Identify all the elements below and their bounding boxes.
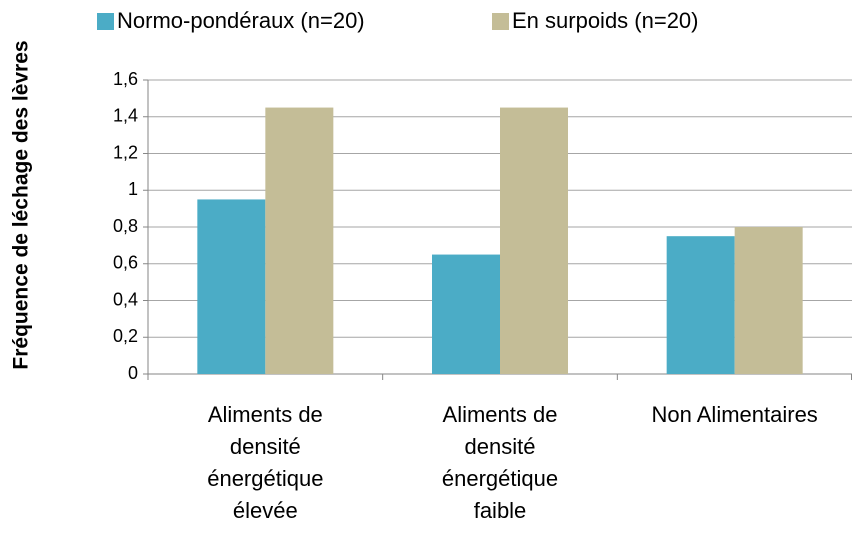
y-tick-label: 0,6	[113, 253, 138, 273]
y-tick-label: 0,8	[113, 216, 138, 236]
legend-label: En surpoids (n=20)	[512, 8, 699, 33]
y-tick-label: 0	[128, 363, 138, 383]
y-tick-label: 1,2	[113, 142, 138, 162]
y-axis-label: Fréquence de léchage des lèvres	[10, 40, 33, 369]
y-tick-label: 1,6	[113, 69, 138, 89]
bar	[197, 199, 266, 374]
bar	[265, 107, 334, 374]
y-tick-label: 1	[128, 179, 138, 199]
y-tick-label: 0,2	[113, 326, 138, 346]
y-tick-label: 1,4	[113, 106, 138, 126]
legend-swatch	[492, 13, 509, 30]
legend-label: Normo-pondéraux (n=20)	[117, 8, 365, 33]
x-tick-label: Aliments de densité énergétique faible	[442, 402, 558, 523]
bar	[734, 227, 803, 374]
bar	[432, 254, 500, 374]
y-tick-label: 0,4	[113, 289, 138, 309]
legend-swatch	[97, 13, 114, 30]
x-tick-label: Aliments de densité énergétique élevée	[207, 402, 323, 523]
bar	[500, 107, 568, 374]
x-tick-label: Non Alimentaires	[652, 402, 818, 427]
bar	[666, 236, 735, 374]
